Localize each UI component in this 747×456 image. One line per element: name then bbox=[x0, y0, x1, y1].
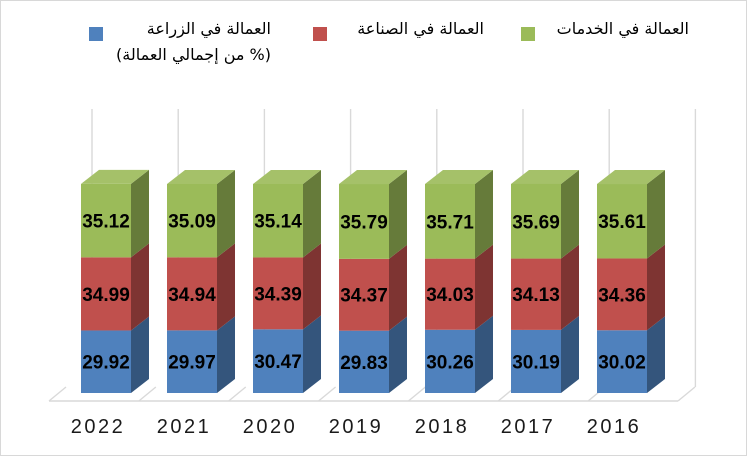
bar-top-face bbox=[81, 169, 149, 184]
bar-side-face bbox=[647, 316, 665, 393]
bar-segment bbox=[167, 184, 217, 258]
bar-segment bbox=[425, 258, 475, 330]
bar-side-face bbox=[217, 170, 235, 258]
floor-depth-line bbox=[407, 386, 426, 402]
bar-side-face bbox=[561, 244, 579, 330]
bar-side-face bbox=[303, 315, 321, 393]
bar-segment bbox=[511, 329, 561, 393]
floor-depth-line bbox=[228, 386, 247, 402]
value-label: 34.37 bbox=[340, 286, 388, 307]
floor-depth-line bbox=[138, 386, 157, 402]
year-label: 2017 bbox=[501, 416, 556, 438]
bar-segment bbox=[597, 330, 647, 393]
value-label: 35.69 bbox=[512, 212, 560, 233]
year-label: 2016 bbox=[587, 416, 642, 438]
bar-segment bbox=[81, 257, 131, 331]
bar-segment bbox=[253, 329, 303, 393]
bar-side-face bbox=[647, 170, 665, 259]
bar-side-face bbox=[303, 243, 321, 330]
bar-top-face bbox=[425, 170, 493, 184]
bar-top-face bbox=[339, 170, 407, 185]
legend-note-unit: (% من إجمالي العمالة) bbox=[116, 45, 271, 64]
value-label: 34.39 bbox=[254, 284, 302, 305]
bar-segment bbox=[425, 329, 475, 393]
year-label: 2019 bbox=[329, 416, 384, 438]
bar-segment bbox=[167, 257, 217, 331]
floor-depth-line bbox=[677, 386, 696, 402]
bar-segment bbox=[81, 183, 131, 258]
bar-side-face bbox=[561, 169, 579, 259]
legend-swatch-services bbox=[521, 27, 535, 41]
bar-segment bbox=[339, 258, 389, 331]
bar-segment bbox=[511, 258, 561, 330]
bar-side-face bbox=[647, 244, 665, 331]
bar-side-face bbox=[131, 316, 149, 393]
value-label: 34.99 bbox=[82, 285, 130, 306]
bar-segment bbox=[597, 184, 647, 259]
year-label: 2018 bbox=[415, 416, 470, 438]
value-label: 34.03 bbox=[426, 285, 474, 306]
value-label: 29.97 bbox=[168, 353, 216, 374]
bar-side-face bbox=[131, 169, 149, 258]
value-label: 34.36 bbox=[598, 285, 646, 306]
bar-side-face bbox=[217, 316, 235, 393]
year-label: 2022 bbox=[71, 416, 126, 438]
bar-side-face bbox=[389, 170, 407, 259]
legend-label-agriculture: العمالة في الزراعة bbox=[146, 19, 271, 38]
year-label: 2021 bbox=[157, 416, 212, 438]
value-label: 35.61 bbox=[598, 212, 646, 233]
bar-side-face bbox=[475, 315, 493, 393]
year-label: 2020 bbox=[243, 416, 298, 438]
legend-swatch-industry bbox=[313, 27, 327, 41]
bar-segment bbox=[597, 258, 647, 331]
bar-top-face bbox=[253, 170, 321, 184]
bar-top-face bbox=[167, 170, 235, 184]
value-label: 30.19 bbox=[512, 352, 560, 373]
floor-depth-line bbox=[48, 386, 67, 402]
bar-segment bbox=[425, 184, 475, 259]
bar-side-face bbox=[475, 170, 493, 259]
bar-top-face bbox=[597, 170, 665, 185]
bar-top-face bbox=[511, 169, 579, 184]
value-label: 35.71 bbox=[426, 212, 474, 233]
legend-swatch-agriculture bbox=[89, 27, 103, 41]
legend-label-industry: العمالة في الصناعة bbox=[357, 19, 484, 38]
bar-side-face bbox=[131, 243, 149, 331]
bar-side-face bbox=[303, 170, 321, 258]
value-label: 35.14 bbox=[254, 212, 302, 233]
bar-segment bbox=[167, 330, 217, 393]
value-label: 34.13 bbox=[512, 285, 560, 306]
bar-segment bbox=[81, 330, 131, 393]
bar-segment bbox=[339, 330, 389, 393]
bar-segment bbox=[511, 183, 561, 259]
value-label: 35.09 bbox=[168, 212, 216, 233]
bar-segment bbox=[253, 257, 303, 330]
value-label: 29.92 bbox=[82, 353, 130, 374]
chart-legend: العمالة في الزراعة (% من إجمالي العمالة)… bbox=[1, 1, 746, 91]
value-label: 29.83 bbox=[340, 353, 388, 374]
bar-side-face bbox=[561, 315, 579, 393]
value-label: 30.47 bbox=[254, 352, 302, 373]
value-label: 35.79 bbox=[340, 212, 388, 233]
bar-side-face bbox=[389, 316, 407, 393]
bar-side-face bbox=[389, 244, 407, 331]
value-label: 34.94 bbox=[168, 285, 216, 306]
bar-segment bbox=[253, 184, 303, 258]
bar-side-face bbox=[475, 244, 493, 330]
floor-depth-line bbox=[318, 386, 337, 402]
legend-label-services: العمالة في الخدمات bbox=[556, 19, 689, 38]
value-label: 30.02 bbox=[598, 353, 646, 374]
bar-side-face bbox=[217, 243, 235, 331]
bar-segment bbox=[339, 184, 389, 259]
value-label: 35.12 bbox=[82, 212, 130, 233]
value-label: 30.26 bbox=[426, 352, 474, 373]
